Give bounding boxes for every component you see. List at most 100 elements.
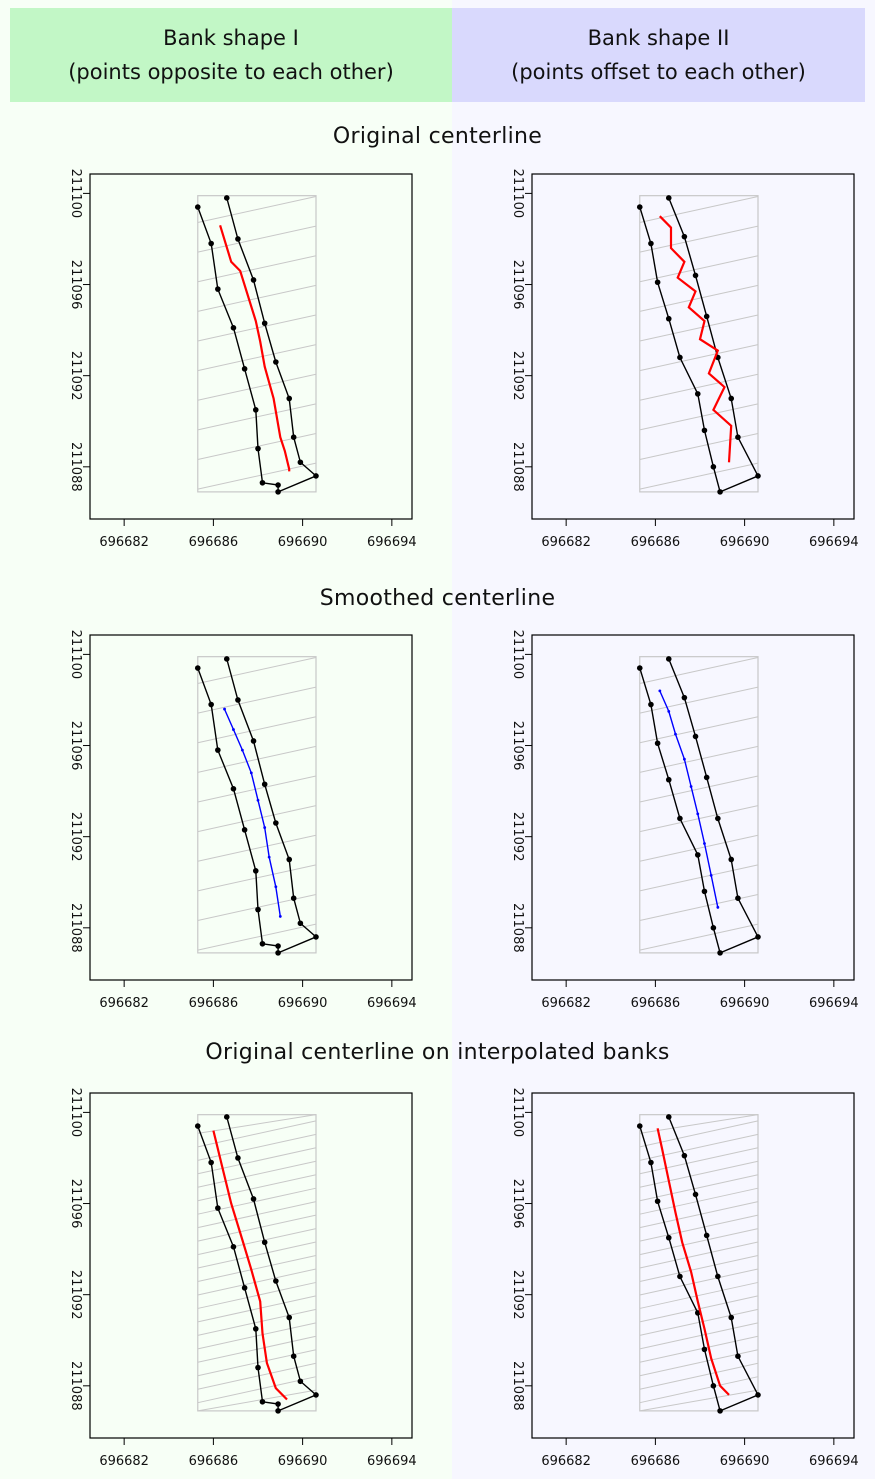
bank-point [286,856,293,863]
voronoi-bbox [639,1114,759,1412]
centerline-point [689,785,693,788]
bank-point [194,1123,201,1129]
bank-point [665,1114,672,1120]
y-tick-label: 211100 [510,1088,525,1138]
bank-point [654,1198,661,1205]
left-bank-line [197,667,279,953]
bank-point [275,482,281,488]
voronoi-edge [197,745,317,773]
bank-point [208,1159,214,1166]
plot-frame [531,634,855,981]
bank-point [665,195,672,201]
centerline-line [659,690,719,908]
voronoi-edge [197,1160,317,1188]
bank-point [665,776,672,783]
bank-point [701,888,708,895]
voronoi-edge [639,1133,759,1161]
voronoi-bbox [197,656,317,954]
y-tick-label: 211088 [510,1361,525,1411]
header-right-subtitle: (points offset to each other) [511,60,806,84]
bank-point [261,320,268,327]
voronoi-edge [639,1174,759,1202]
bank-point [223,1114,230,1120]
voronoi-edge [197,805,317,833]
x-tick-label: 696682 [541,996,591,1011]
bank-point [681,1152,688,1159]
header-left-subtitle: (points opposite to each other) [68,60,394,84]
centerline-point [249,771,253,775]
voronoi-edge [639,864,759,892]
bank-point [681,694,688,701]
voronoi-edge [197,1255,317,1282]
bank-point [665,656,672,662]
bank-point [703,1232,710,1239]
bank-point [735,895,741,901]
bank-point [290,895,297,901]
bank-point [735,1353,741,1359]
bank-point [313,1392,319,1398]
centerline-line [219,224,291,472]
bank-point [273,359,279,365]
bank-point [648,701,654,708]
left-bank-line [639,206,721,493]
voronoi-edge [639,716,759,744]
centerline-point [696,812,700,816]
voronoi-edge [639,1120,759,1148]
bank-point [654,279,661,286]
bank-point [715,1273,721,1280]
voronoi-edge [197,195,317,223]
voronoi-edge [197,1241,317,1269]
x-tick-label: 696690 [278,1454,328,1469]
header-bank-shape-1: Bank shape I (points opposite to each ot… [10,8,452,102]
voronoi-edge [639,775,759,803]
voronoi-edge [639,1349,759,1377]
bank-point [654,740,661,747]
bank-point [255,1364,261,1371]
voronoi-edge [639,745,759,773]
plot-smoothed-bank-shape-1: 696682 696686 696690 696694 211088 211092 2110… [68,630,417,1011]
bank-point [259,1398,266,1405]
bank-point [681,233,688,240]
bank-point [694,391,701,397]
y-tick-label: 211088 [510,442,525,492]
plot-interpolated-bank-shape-1: 696682 696686 696690 696694 211088 211092 2110… [68,1088,417,1469]
bank-point [230,786,237,792]
bank-point [710,925,717,931]
plot-original-bank-shape-1: 696682 696686 696690 696694 211088 211092 2110… [68,169,417,550]
bank-point [755,1392,761,1398]
x-tick-label: 696686 [189,1454,239,1469]
bank-point [252,868,259,874]
centerline-point [682,757,686,761]
bank-point [665,315,672,322]
plot-frame [89,634,413,981]
bank-point [208,701,214,708]
centerline-point [223,707,226,711]
y-tick-label: 211100 [510,630,525,680]
voronoi-edge [639,1160,759,1188]
centerline-point [658,689,662,693]
bank-closure-line [719,936,759,954]
centerline-point [240,748,244,752]
bank-point [194,665,201,671]
x-tick-label: 696694 [367,996,417,1011]
y-tick-label: 211092 [68,351,83,401]
header-left-title: Bank shape I [163,26,299,50]
bank-point [735,434,741,441]
bank-point [275,943,281,949]
centerline-line [212,1130,288,1401]
plot-frame [89,1092,413,1439]
y-tick-label: 211092 [510,1270,525,1320]
bank-point [215,1205,221,1211]
y-tick-label: 211100 [68,169,83,219]
voronoi-edge [197,1214,317,1242]
centerline-point [263,826,267,829]
voronoi-bbox [197,195,317,493]
voronoi-edge [639,1228,759,1256]
x-tick-label: 696694 [367,535,417,550]
bank-point [710,1383,717,1389]
voronoi-edge [197,255,317,283]
bank-point [223,656,230,662]
voronoi-edge [197,462,317,490]
y-tick-label: 211092 [510,351,525,401]
